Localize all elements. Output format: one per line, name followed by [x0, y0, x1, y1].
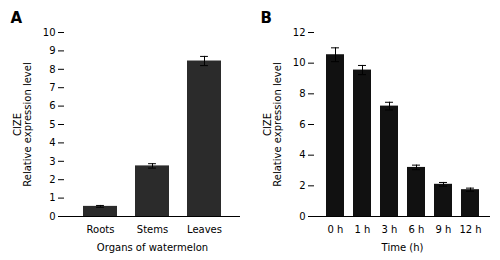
svg-text:B: B — [261, 9, 272, 27]
svg-text:10: 10 — [293, 57, 306, 68]
svg-text:ClZERelative expression level: ClZERelative expression level — [12, 62, 33, 186]
svg-text:0 h: 0 h — [328, 224, 344, 235]
svg-text:7: 7 — [49, 82, 55, 93]
svg-text:Roots: Roots — [87, 224, 115, 235]
svg-text:12: 12 — [293, 27, 306, 38]
svg-text:2: 2 — [299, 180, 305, 191]
svg-text:6 h: 6 h — [409, 224, 425, 235]
svg-text:4: 4 — [49, 137, 55, 148]
svg-text:Leaves: Leaves — [187, 224, 222, 235]
svg-text:8: 8 — [49, 64, 55, 75]
svg-text:4: 4 — [299, 149, 305, 160]
svg-text:0: 0 — [49, 211, 55, 222]
svg-text:3 h: 3 h — [382, 224, 398, 235]
svg-text:2: 2 — [49, 174, 55, 185]
svg-text:Stems: Stems — [137, 224, 168, 235]
svg-text:Time (h): Time (h) — [381, 242, 424, 253]
svg-text:1 h: 1 h — [355, 224, 371, 235]
svg-text:6: 6 — [49, 100, 55, 111]
svg-text:A: A — [11, 9, 23, 27]
svg-text:3: 3 — [49, 156, 55, 167]
svg-text:9 h: 9 h — [436, 224, 452, 235]
svg-text:8: 8 — [299, 88, 305, 99]
svg-text:10: 10 — [43, 27, 56, 38]
svg-text:6: 6 — [299, 119, 305, 130]
svg-text:12 h: 12 h — [459, 224, 481, 235]
svg-text:ClZERelative expression level: ClZERelative expression level — [262, 62, 283, 186]
svg-text:0: 0 — [299, 211, 305, 222]
svg-text:Organs of watermelon: Organs of watermelon — [97, 242, 208, 253]
svg-text:9: 9 — [49, 45, 55, 56]
svg-text:1: 1 — [49, 192, 55, 203]
svg-text:5: 5 — [49, 119, 55, 130]
